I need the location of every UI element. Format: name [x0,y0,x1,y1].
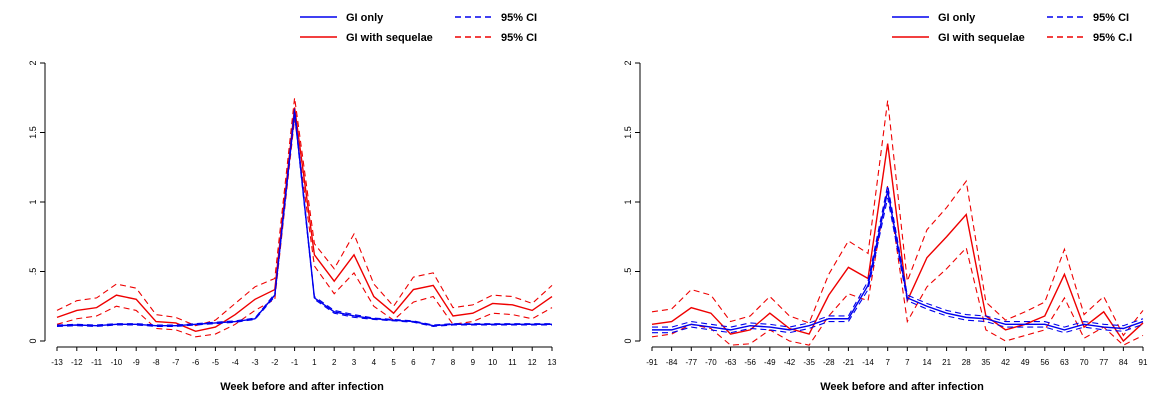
x-tick-label: -12 [71,358,83,367]
x-tick-label: 9 [471,358,476,367]
x-tick-label: -5 [212,358,220,367]
y-tick-label: 1.5 [623,126,633,139]
x-tick-label: -9 [133,358,141,367]
legend: GI only 95% CI GI with sequelae 95% C.I [892,12,1132,44]
x-tick-label: 4 [372,358,377,367]
legend-label: GI with sequelae [938,32,1025,44]
x-tick-label: -91 [646,358,658,367]
y-tick-label: 1 [623,199,633,204]
series-group [56,97,553,338]
legend-label: GI only [346,12,384,24]
x-axis: -91 -84 -77 -70 -63 -56 -49 -42 -35 -28 -21 -14 7 7 14… [646,346,1148,367]
x-tick-label: -84 [666,358,678,367]
x-tick-label: 3 [352,358,357,367]
x-tick-label: 21 [942,358,951,367]
legend-label: 95% CI [501,12,537,24]
x-tick-label: -14 [862,358,874,367]
y-tick-label: 0 [28,338,38,343]
x-tick-label: -6 [192,358,200,367]
series-line-95-ci-upper [652,185,1144,328]
x-tick-label: -49 [764,358,776,367]
y-tick-label: .5 [623,268,633,276]
x-tick-label: 6 [411,358,416,367]
y-tick-label: 1 [28,199,38,204]
legend-label: 95% CI [501,32,537,44]
x-tick-label: 7 [905,358,910,367]
x-tick-label: 49 [1021,358,1030,367]
x-tick-label: -1 [291,358,299,367]
legend-label: 95% C.I [1093,32,1132,44]
x-tick-label: -10 [111,358,123,367]
x-tick-label: 14 [923,358,932,367]
x-tick-label: 5 [391,358,396,367]
x-tick-label: -21 [843,358,855,367]
x-tick-label: 12 [528,358,537,367]
legend-label: 95% CI [1093,12,1129,24]
x-tick-label: 91 [1139,358,1148,367]
y-tick-label: 2 [623,60,633,65]
x-tick-label: 77 [1099,358,1108,367]
y-tick-label: .5 [28,268,38,276]
x-axis-label: Week before and after infection [220,381,384,393]
y-axis: 0 .5 1 1.5 2 [623,60,641,344]
x-tick-label: -35 [803,358,815,367]
series-line-95-c-i-upper [651,100,1144,337]
series-line-95-ci-lower [652,197,1144,334]
x-tick-label: -7 [172,358,180,367]
x-tick-label: 8 [451,358,456,367]
x-tick-label: -11 [91,358,103,367]
left-chart-panel: 0.511.52-13 -12 -11 -10 -9 -8 -7 -6 -5 -4 -3 -2 -1 1 2… [28,12,557,393]
x-tick-label: -63 [725,358,737,367]
series-line-gi-with-sequelae-estimate [651,143,1144,343]
x-axis: -13 -12 -11 -10 -9 -8 -7 -6 -5 -4 -3 -2 -1 1 2 3 4 5 6 7 8 9 1… [51,346,557,367]
legend-label: GI with sequelae [346,32,433,44]
x-tick-label: 70 [1080,358,1089,367]
x-tick-label: 10 [488,358,497,367]
series-line-gi-only-estimate [652,190,1144,331]
legend: GI only 95% CI GI with sequelae 95% CI [300,12,537,44]
series-line-95-c-i-lower [651,185,1144,346]
x-tick-label: -4 [232,358,240,367]
x-tick-label: 28 [962,358,971,367]
y-tick-label: 0 [623,338,633,343]
x-tick-label: -13 [51,358,63,367]
legend-label: GI only [938,12,976,24]
x-tick-label: -77 [685,358,697,367]
x-tick-label: -8 [152,358,160,367]
x-tick-label: 11 [508,358,517,367]
y-tick-label: 1.5 [28,126,38,139]
x-tick-label: -28 [823,358,835,367]
x-tick-label: -2 [271,358,279,367]
x-tick-label: 1 [312,358,317,367]
y-tick-label: 2 [28,60,38,65]
series-group [651,100,1144,346]
x-tick-label: -42 [784,358,796,367]
x-tick-label: 7 [431,358,436,367]
x-tick-label: 42 [1001,358,1010,367]
x-axis-label: Week before and after infection [820,381,984,393]
x-tick-label: 35 [981,358,990,367]
x-tick-label: 13 [548,358,557,367]
series-line-95-ci-upper [56,97,553,327]
x-tick-label: -70 [705,358,717,367]
x-tick-label: 84 [1119,358,1128,367]
series-line-95-ci-upper [56,108,552,326]
right-chart-panel: 0 .5 1 1.5 2 -91 -84 -77 -70 -63 -56 -49 -42 -35 -28 -2… [623,12,1148,393]
x-tick-label: 7 [885,358,890,367]
x-tick-label: 2 [332,358,337,367]
x-tick-label: -56 [744,358,756,367]
series-line-95-ci-lower [56,118,553,338]
y-axis: 0 .5 1 1.5 2 [28,60,46,344]
x-tick-label: 63 [1060,358,1069,367]
x-tick-label: 56 [1040,358,1049,367]
series-line-gi-with-sequelae-estimate [56,107,553,333]
x-tick-label: -3 [251,358,259,367]
